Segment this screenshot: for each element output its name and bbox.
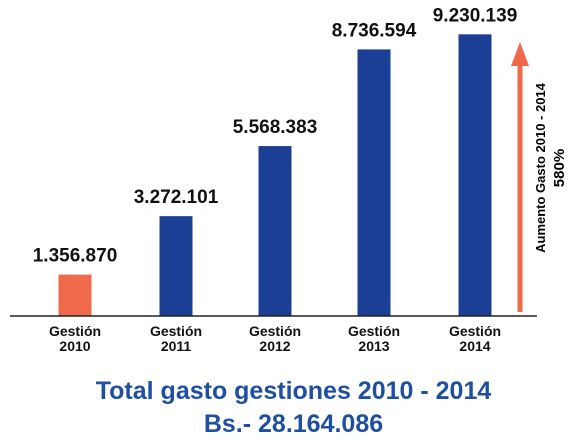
increase-annotation-label: Aumento Gasto 2010 - 2014: [533, 82, 548, 253]
increase-annotation: Aumento Gasto 2010 - 2014 580%: [511, 42, 568, 312]
category-label-1: Gestión 2011: [150, 323, 202, 354]
bar-1: [159, 216, 193, 316]
increase-percentage-label: 580%: [551, 149, 568, 187]
bar-0: [58, 274, 92, 316]
category-label-2: Gestión 2012: [249, 323, 301, 354]
bar-2: [258, 146, 292, 316]
total-amount: Bs.- 28.164.086: [203, 410, 384, 438]
bar-value-label-2: 5.568.383: [233, 117, 318, 138]
bars-layer: [58, 34, 492, 317]
category-label-0: Gestión 2010: [49, 323, 101, 354]
category-label-3: Gestión 2013: [348, 323, 400, 354]
bar-3: [357, 49, 391, 317]
total-title: Total gasto gestiones 2010 - 2014: [95, 377, 492, 405]
bar-value-label-4: 9.230.139: [433, 5, 518, 26]
bar-value-label-1: 3.272.101: [134, 187, 219, 208]
increase-arrow-head: [511, 42, 529, 66]
labels-layer: 1.356.870 Gestión 2010 3.272.101 Gestión 2011…: [33, 5, 518, 354]
category-label-4: Gestión 2014: [449, 323, 501, 354]
bar-4: [458, 34, 492, 317]
bar-value-label-0: 1.356.870: [33, 246, 118, 267]
bar-value-label-3: 8.736.594: [332, 20, 417, 41]
